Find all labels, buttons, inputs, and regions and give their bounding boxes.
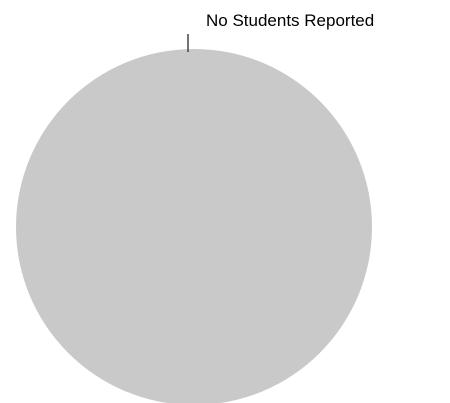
pie-slice-0	[16, 49, 372, 403]
pie-slices	[16, 49, 372, 403]
slice-label: No Students Reported	[206, 11, 374, 30]
